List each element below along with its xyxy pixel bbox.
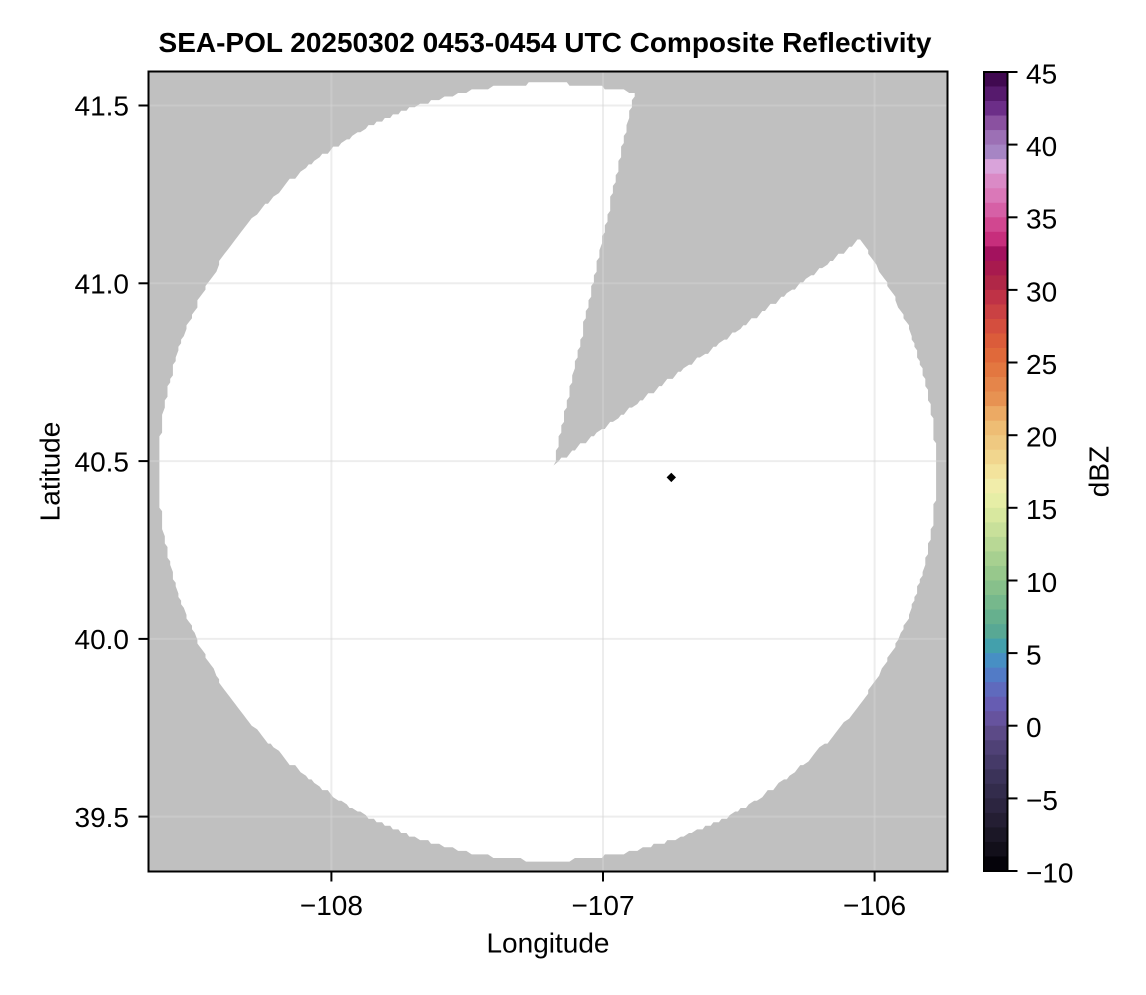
svg-text:0: 0 — [1026, 712, 1042, 743]
svg-text:dBZ: dBZ — [1084, 446, 1115, 497]
svg-text:Longitude: Longitude — [486, 927, 609, 958]
svg-text:41.0: 41.0 — [75, 269, 130, 300]
svg-text:SEA-POL 20250302 0453-0454 UTC: SEA-POL 20250302 0453-0454 UTC Composite… — [159, 27, 932, 58]
svg-text:40: 40 — [1026, 131, 1057, 162]
svg-text:30: 30 — [1026, 276, 1057, 307]
svg-text:25: 25 — [1026, 349, 1057, 380]
svg-text:−10: −10 — [1026, 857, 1074, 888]
svg-text:−106: −106 — [843, 890, 906, 921]
svg-text:Latitude: Latitude — [35, 422, 66, 522]
svg-text:20: 20 — [1026, 422, 1057, 453]
svg-text:39.5: 39.5 — [75, 802, 130, 833]
svg-text:40.0: 40.0 — [75, 624, 130, 655]
svg-text:40.5: 40.5 — [75, 446, 130, 477]
svg-text:35: 35 — [1026, 204, 1057, 235]
svg-text:−5: −5 — [1026, 785, 1058, 816]
svg-text:−107: −107 — [571, 890, 634, 921]
svg-text:41.5: 41.5 — [75, 91, 130, 122]
svg-text:45: 45 — [1026, 58, 1057, 89]
svg-text:10: 10 — [1026, 567, 1057, 598]
svg-text:−108: −108 — [300, 890, 363, 921]
svg-text:15: 15 — [1026, 494, 1057, 525]
svg-text:5: 5 — [1026, 640, 1042, 671]
